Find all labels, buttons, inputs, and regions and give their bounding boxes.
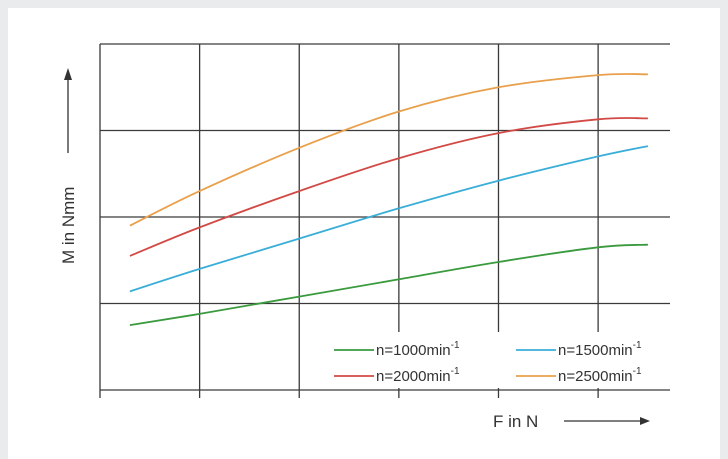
legend-label-sup: -1 [451,340,460,351]
legend-label-base: n=1500min [558,342,633,359]
legend-label-sup: -1 [451,366,460,377]
series-line-3 [129,73,648,227]
torque-force-chart: F in N M in Nmm n=1000min-1 n=1500min-1n=… [59,43,682,431]
legend-item: n=2000min-1 [334,366,460,385]
legend-label-sup: -1 [633,340,642,351]
x-axis-arrow [564,417,650,425]
y-axis-label: M in Nmm [59,187,78,264]
legend-item: n=1000min-1 [334,340,460,359]
legend-background [330,332,682,388]
legend: n=1000min-1 n=1500min-1n=2000min-1 n=2500m… [330,332,682,388]
chart-frame: F in N M in Nmm n=1000min-1 n=1500min-1 n=… [8,8,720,459]
x-axis-label: F in N [493,412,538,431]
series-layer [129,73,649,326]
legend-label-sup: -1 [633,366,642,377]
y-axis-arrow [64,68,72,153]
series-line-2 [129,117,648,257]
legend-label-base: n=2000min [376,368,451,385]
series-line-0 [129,243,648,326]
legend-label: n=2000min-1 [376,366,460,385]
legend-item: n=1500min-1 [516,340,642,359]
legend-label-base: n=1000min [376,342,451,359]
legend-label: n=2500min-1 [558,366,642,385]
series-line-1 [129,145,649,293]
legend-label-base: n=2500min [558,368,633,385]
legend-label: n=1500min-1 [558,340,642,359]
legend-label: n=1000min-1 [376,340,460,359]
legend-item: n=2500min-1 [516,366,642,385]
